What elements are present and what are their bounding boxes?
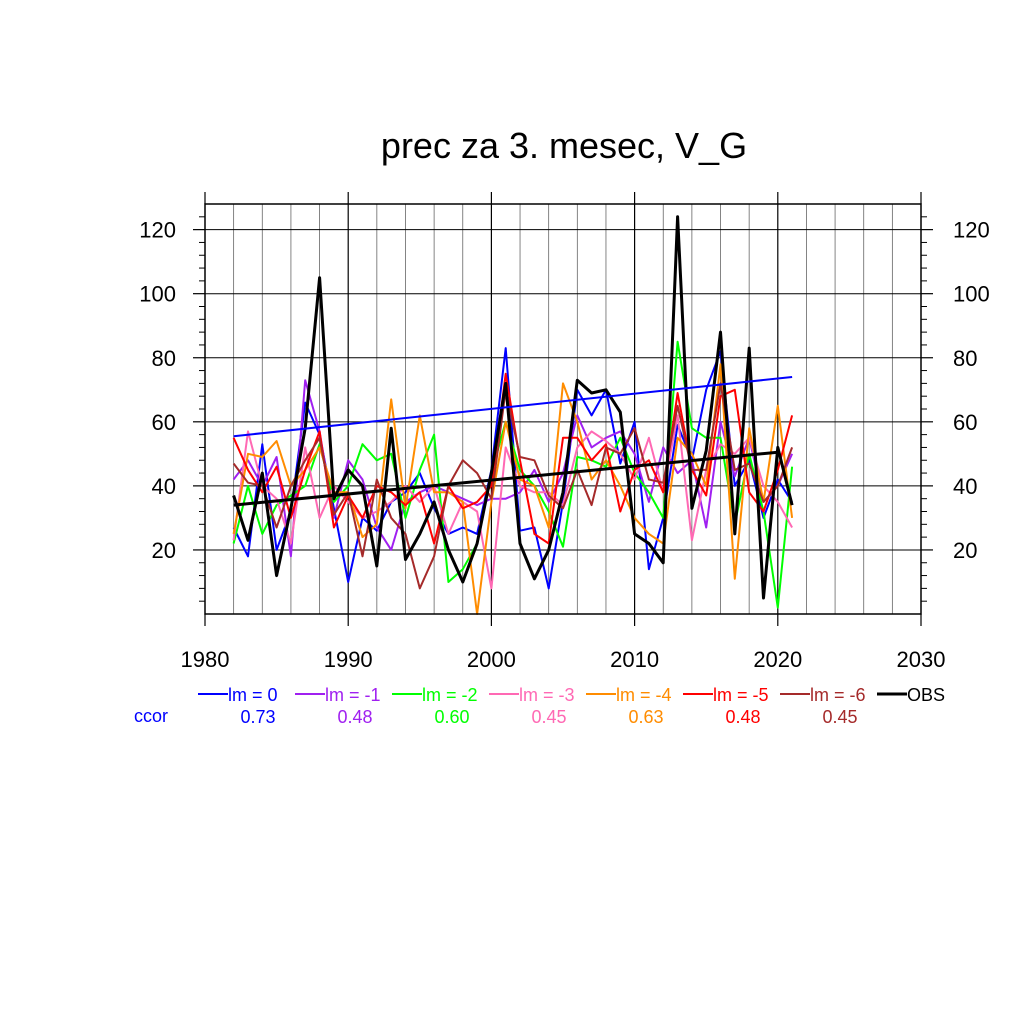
series-layer — [232, 215, 794, 615]
y-tick-label-right: 60 — [953, 410, 977, 435]
y-tick-label-right: 120 — [953, 218, 990, 243]
y-tick-label-right: 100 — [953, 282, 990, 307]
x-tick-label: 1990 — [324, 647, 373, 672]
x-tick-label: 1980 — [181, 647, 230, 672]
x-tick-label: 2020 — [753, 647, 802, 672]
trend-line-0 — [233, 375, 793, 438]
ccor-value: 0.48 — [725, 707, 760, 727]
legend-label: lm = -5 — [713, 685, 769, 705]
trend-layer — [233, 375, 793, 507]
y-tick-label-right: 20 — [953, 538, 977, 563]
legend-label: lm = 0 — [228, 685, 278, 705]
x-tick-label: 2000 — [467, 647, 516, 672]
ccor-value: 0.45 — [531, 707, 566, 727]
ccor-value: 0.63 — [628, 707, 663, 727]
y-tick-label: 120 — [139, 218, 176, 243]
y-tick-label: 100 — [139, 282, 176, 307]
y-tick-label: 60 — [152, 410, 176, 435]
series-line-7 — [232, 215, 794, 600]
legend-label: lm = -4 — [616, 685, 672, 705]
ccor-value: 0.45 — [822, 707, 857, 727]
y-tick-label: 40 — [152, 474, 176, 499]
x-tick-label: 2030 — [897, 647, 946, 672]
legend-label: OBS — [907, 685, 945, 705]
ccor-label: ccor — [134, 706, 168, 726]
series-line-6 — [232, 382, 794, 590]
y-tick-label-right: 40 — [953, 474, 977, 499]
y-tick-label: 20 — [152, 538, 176, 563]
series-line-4 — [232, 363, 794, 615]
y-tick-label: 80 — [152, 346, 176, 371]
legend-label: lm = -1 — [325, 685, 381, 705]
ccor-value: 0.60 — [434, 707, 469, 727]
ccor-value: 0.73 — [240, 707, 275, 727]
chart-title: prec za 3. mesec, V_G — [381, 125, 747, 166]
grid — [205, 204, 921, 614]
trend-line-1 — [233, 450, 778, 507]
ccor-value: 0.48 — [337, 707, 372, 727]
legend-label: lm = -6 — [810, 685, 866, 705]
legend-label: lm = -3 — [519, 685, 575, 705]
legend-label: lm = -2 — [422, 685, 478, 705]
y-tick-label-right: 80 — [953, 346, 977, 371]
x-tick-label: 2010 — [610, 647, 659, 672]
